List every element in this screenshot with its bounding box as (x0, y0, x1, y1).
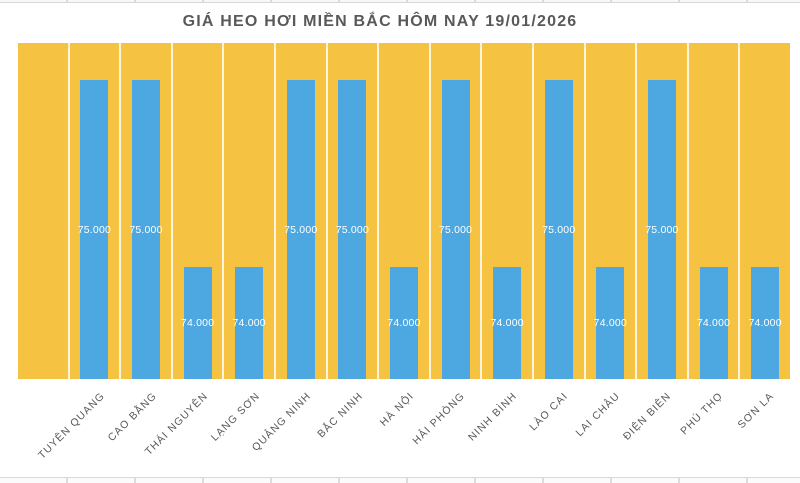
bar: 74.000 (593, 267, 627, 379)
category-axis-label: LÀO CAI (527, 390, 571, 434)
spreadsheet-row-bottom (0, 477, 800, 483)
category-axis-label: CAO BẰNG (105, 390, 160, 444)
bar-value-label: 75.000 (284, 223, 318, 236)
category-axis-label: ĐIỆN BIÊN (621, 390, 674, 443)
category-axis-label: QUẢNG NINH (249, 390, 314, 454)
bar-value-label: 74.000 (387, 317, 421, 329)
bar-value-label: 75.000 (335, 223, 370, 236)
bar-value-label: 75.000 (542, 223, 576, 236)
category-axis-label: BẮC NINH (314, 390, 366, 441)
bar: 75.000 (645, 80, 679, 379)
plot-column: 75.000 (325, 43, 378, 379)
bar: 75.000 (77, 80, 112, 379)
plot-column: 74.000 (583, 43, 636, 379)
bar: 74.000 (696, 267, 731, 379)
category-axis-label: HẢI PHÒNG (410, 390, 468, 448)
plot-column: 75.000 (67, 43, 120, 379)
category-axis-label: THÁI NGUYÊN (142, 390, 211, 458)
plot-column: 74.000 (738, 43, 790, 379)
plot-column: 74.000 (170, 43, 223, 379)
bar: 74.000 (180, 267, 215, 379)
bar-value-label: 74.000 (593, 317, 627, 329)
bar-value-label: 75.000 (438, 223, 473, 236)
plot-column: 75.000 (119, 43, 171, 379)
bar: 74.000 (232, 267, 266, 379)
category-axis-label: NINH BÌNH (465, 390, 520, 444)
category-axis-label: HÀ NỘI (377, 390, 417, 429)
category-axis-label: PHÚ THỌ (678, 390, 726, 438)
bar: 75.000 (284, 80, 318, 379)
bar-value-label: 74.000 (748, 317, 782, 329)
category-axis-label: LAI CHÂU (573, 390, 623, 439)
plot-column: 75.000 (273, 43, 326, 379)
bar-value-label: 74.000 (180, 317, 215, 329)
plot-column: 74.000 (686, 43, 739, 379)
bar-value-label: 74.000 (490, 317, 524, 329)
bar: 75.000 (542, 80, 576, 379)
plot-column: 75.000 (531, 43, 584, 379)
bar: 75.000 (438, 80, 473, 379)
plot-column: 74.000 (222, 43, 274, 379)
plot-column: 75.000 (428, 43, 481, 379)
plot-column: 75.000 (635, 43, 687, 379)
plot-column-empty (18, 43, 68, 379)
category-axis-label: SƠN LA (735, 390, 777, 431)
category-axis-label: TUYÊN QUANG (36, 390, 108, 462)
bar-value-label: 75.000 (77, 223, 112, 236)
bar: 74.000 (490, 267, 524, 379)
bar: 75.000 (335, 80, 370, 379)
bar-value-label: 74.000 (232, 317, 266, 329)
spreadsheet-row-top (0, 0, 800, 3)
category-axis-label: LẠNG SƠN (208, 390, 263, 444)
bar-value-label: 75.000 (645, 223, 679, 236)
category-axis: TUYÊN QUANG CAO BẰNG THÁI NGUYÊN LẠNG SƠN QU… (18, 379, 790, 483)
bar: 75.000 (129, 80, 163, 379)
bar: 74.000 (387, 267, 421, 379)
plot-area: 75.000 75.000 74.000 74.000 75.000 75.000 74.0… (18, 43, 790, 379)
bar-value-label: 75.000 (129, 223, 163, 236)
plot-column: 74.000 (377, 43, 429, 379)
chart-title: GIÁ HEO HƠI MIỀN BẮC HÔM NAY 19/01/2026 (182, 13, 578, 30)
plot-column: 74.000 (480, 43, 532, 379)
bar: 74.000 (748, 267, 782, 379)
bar-value-label: 74.000 (696, 317, 731, 329)
